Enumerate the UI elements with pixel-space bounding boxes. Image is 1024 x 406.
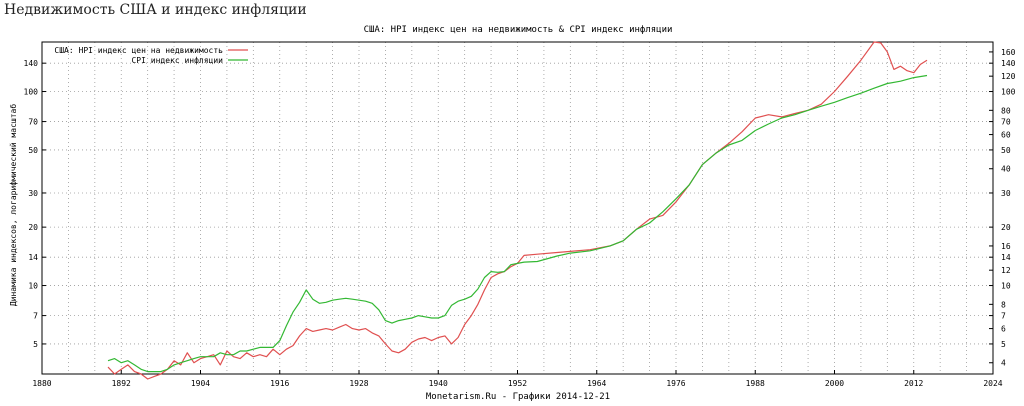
y-tick-label-left: 10 (28, 282, 38, 291)
y-tick-label-right: 50 (1001, 146, 1011, 155)
y-tick-label-left: 70 (28, 118, 38, 127)
y-tick-label-right: 6 (1001, 325, 1006, 334)
y-tick-label-left: 7 (33, 312, 38, 321)
y-axis-label: Динамика индексов, логарифмический масшт… (8, 104, 18, 306)
x-tick-label: 1904 (191, 379, 210, 388)
series-line-1 (107, 74, 928, 373)
y-tick-label-left: 140 (24, 59, 39, 68)
x-tick-label: 1940 (429, 379, 448, 388)
y-tick-label-right: 40 (1001, 165, 1011, 174)
y-tick-label-right: 20 (1001, 223, 1011, 232)
grid (42, 42, 993, 374)
x-tick-label: 1952 (508, 379, 527, 388)
x-tick-label: 1916 (270, 379, 289, 388)
y-tick-label-right: 80 (1001, 106, 1011, 115)
y-tick-label-left: 14 (28, 253, 38, 262)
y-tick-label-left: 20 (28, 223, 38, 232)
x-tick-label: 1976 (666, 379, 685, 388)
y-tick-label-right: 8 (1001, 300, 1006, 309)
series-line-0 (107, 41, 928, 380)
y-tick-label-right: 140 (1001, 59, 1016, 68)
x-tick-label: 1988 (746, 379, 765, 388)
x-tick-label: 1880 (32, 379, 51, 388)
y-tick-label-right: 12 (1001, 266, 1011, 275)
legend-label-cpi: CPI индекс инфляции (131, 56, 223, 65)
x-tick-label: 1892 (112, 379, 131, 388)
axis-ticks: 1880 1892 1904 1916 1928 1940 1952 1964 1976 1988… (24, 48, 1016, 388)
y-tick-label-right: 5 (1001, 340, 1006, 349)
y-tick-label-right: 30 (1001, 189, 1011, 198)
chart-title: США: HPI индекс цен на недвижимость & CP… (364, 25, 673, 35)
y-tick-label-left: 30 (28, 189, 38, 198)
y-tick-label-right: 60 (1001, 131, 1011, 140)
y-tick-label-right: 4 (1001, 359, 1006, 368)
x-tick-label: 1964 (587, 379, 606, 388)
chart-footer: Monetarism.Ru - Графики 2014-12-21 (426, 392, 610, 402)
x-tick-label: 2012 (904, 379, 923, 388)
y-tick-label-left: 5 (33, 340, 38, 349)
y-tick-label-right: 7 (1001, 312, 1006, 321)
y-tick-label-right: 160 (1001, 48, 1016, 57)
y-tick-label-right: 120 (1001, 72, 1016, 81)
series-layer (107, 41, 928, 380)
y-tick-label-left: 100 (24, 88, 39, 97)
x-tick-label: 2000 (825, 379, 844, 388)
y-tick-label-right: 16 (1001, 242, 1011, 251)
y-tick-label-right: 70 (1001, 118, 1011, 127)
y-tick-label-left: 50 (28, 146, 38, 155)
x-tick-label: 1928 (349, 379, 368, 388)
y-tick-label-right: 14 (1001, 253, 1011, 262)
x-tick-label: 2024 (983, 379, 1002, 388)
y-tick-label-right: 100 (1001, 88, 1016, 97)
page-title: Недвижимость США и индекс инфляции (4, 2, 307, 18)
legend-label-hpi: США: HPI индекс цен на недвижимость (54, 46, 223, 55)
y-tick-label-right: 10 (1001, 282, 1011, 291)
legend: США: HPI индекс цен на недвижимость CPI … (54, 46, 248, 65)
